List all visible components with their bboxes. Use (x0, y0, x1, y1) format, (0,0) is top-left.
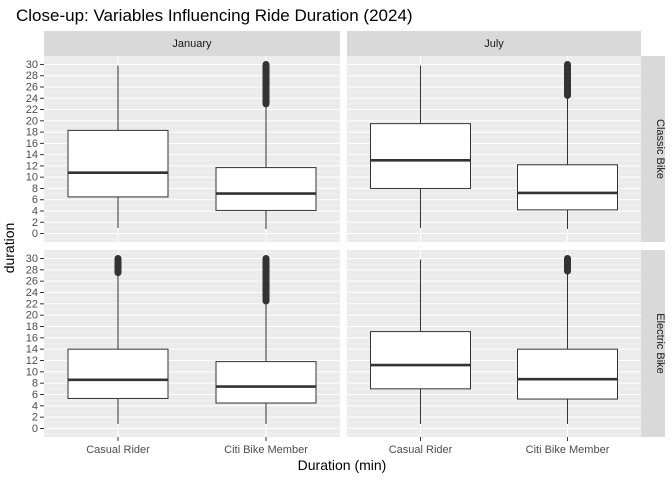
box-casual-rider (67, 348, 169, 399)
box-casual-rider (370, 331, 471, 390)
strip-label-electric-bike: Electric Bike (654, 313, 666, 374)
y-tick-label: 30 (26, 253, 38, 265)
y-tick-label: 18 (26, 321, 38, 333)
y-tick-label: 14 (26, 149, 38, 161)
strip-label-july: July (484, 38, 504, 50)
y-tick-label: 24 (26, 93, 38, 105)
box-citi-bike-member (215, 361, 317, 404)
y-tick-label: 6 (32, 389, 38, 401)
box-citi-bike-member (215, 167, 317, 211)
x-tick-label: Casual Rider (389, 444, 453, 456)
y-tick-label: 28 (26, 264, 38, 276)
x-axis-title: Duration (min) (298, 457, 387, 473)
y-tick-label: 0 (32, 228, 38, 240)
chart-title: Close-up: Variables Influencing Ride Dur… (16, 6, 413, 25)
y-tick-label: 2 (32, 412, 38, 424)
strip-background-top (347, 31, 641, 56)
strip-background-right (641, 250, 665, 437)
y-tick-label: 26 (26, 276, 38, 288)
y-tick-label: 26 (26, 82, 38, 94)
y-tick-label: 16 (26, 332, 38, 344)
box-citi-bike-member (517, 164, 618, 211)
x-tick-label: Casual Rider (86, 444, 150, 456)
box-citi-bike-member (517, 348, 618, 400)
strip-background-top (44, 31, 340, 56)
strip-background-right (641, 56, 665, 242)
y-tick-label: 14 (26, 344, 38, 356)
y-tick-label: 30 (26, 59, 38, 71)
y-tick-label: 28 (26, 70, 38, 82)
x-tick-label: Citi Bike Member (526, 444, 610, 456)
y-tick-label: 10 (26, 366, 38, 378)
y-tick-label: 22 (26, 298, 38, 310)
y-tick-label: 2 (32, 217, 38, 229)
y-tick-label: 8 (32, 183, 38, 195)
x-tick-label: Citi Bike Member (224, 444, 308, 456)
y-tick-label: 8 (32, 378, 38, 390)
y-axis-title: duration (1, 223, 17, 274)
y-tick-label: 22 (26, 104, 38, 116)
box-casual-rider (370, 123, 471, 189)
y-tick-label: 20 (26, 310, 38, 322)
y-tick-label: 16 (26, 138, 38, 150)
y-tick-label: 4 (32, 400, 38, 412)
strip-label-january: January (172, 38, 212, 50)
y-tick-label: 6 (32, 194, 38, 206)
y-tick-label: 10 (26, 172, 38, 184)
y-tick-label: 12 (26, 160, 38, 172)
y-tick-label: 24 (26, 287, 38, 299)
y-tick-label: 4 (32, 206, 38, 218)
y-tick-label: 12 (26, 355, 38, 367)
y-tick-label: 18 (26, 127, 38, 139)
y-tick-label: 20 (26, 115, 38, 127)
box-casual-rider (67, 129, 169, 198)
y-tick-label: 0 (32, 423, 38, 435)
strip-label-classic-bike: Classic Bike (654, 119, 666, 179)
